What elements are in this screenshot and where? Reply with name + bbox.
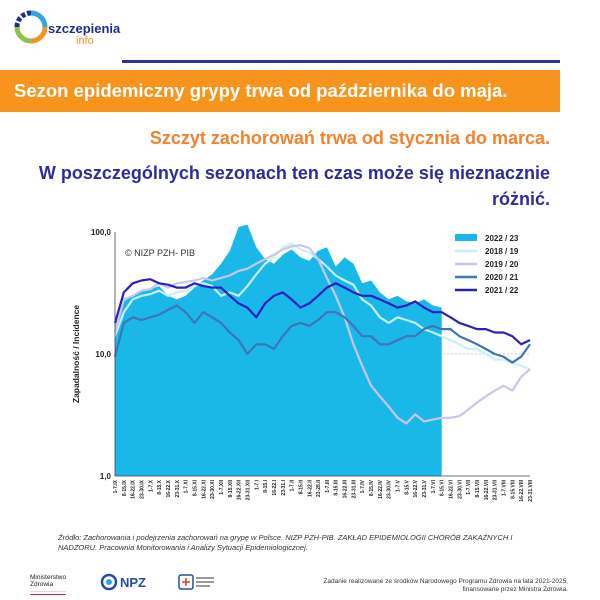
x-tick-label: 23-30.XI (210, 479, 216, 499)
x-tick-label: 1-7.VII (466, 479, 472, 494)
x-tick-label: 23-31.X (175, 479, 181, 497)
x-tick-label: 8-15.VI (440, 479, 446, 496)
x-tick-label: 1-7.III (325, 479, 331, 492)
x-tick-label: 16-22.VII (484, 479, 490, 500)
x-tick-label: 16-22.VI (449, 479, 455, 499)
ministry-flag-icon (30, 591, 66, 595)
npz-swirl-icon (100, 573, 118, 591)
x-tick-label: 8-15.XII (228, 479, 234, 497)
x-tick-label: 8-15.IV (369, 479, 375, 496)
x-tick-label: 23-31.XII (245, 479, 251, 500)
headline-text: Sezon epidemiczny grypy trwa od paździer… (14, 80, 508, 101)
legend-label: 2018 / 19 (485, 247, 519, 256)
x-tick-label: 1-7.VIII (502, 479, 508, 496)
x-tick-label: 1-7.IV (360, 479, 366, 493)
x-tick-label: 23-31.VII (493, 479, 499, 500)
x-tick-label: 16-22.IV (378, 479, 384, 499)
chart-watermark: © NIZP PZH- PIB (125, 248, 195, 258)
x-tick-label: 23-28.II (316, 479, 322, 497)
x-tick-label: 8-15.VIII (510, 479, 516, 499)
legend-swatch (455, 234, 477, 241)
series-line-202122 (113, 278, 531, 346)
x-tick-label: 23-30.VI (457, 479, 463, 499)
x-tick-label: 16-22.I (272, 479, 278, 495)
headline-banner: Sezon epidemiczny grypy trwa od paździer… (0, 70, 560, 112)
x-tick-label: 23-31.VIII (528, 479, 534, 501)
x-tick-label: 16-22.II (307, 479, 313, 497)
y-tick-label: 100,0 (91, 228, 112, 237)
x-tick-label: 23-31.III (351, 479, 357, 498)
x-tick-label: 1-7.IX (113, 479, 119, 493)
logo-ring-icon (14, 10, 48, 44)
x-tick-label: 16-22.X (166, 479, 172, 497)
x-tick-label: 8-15.V (404, 479, 410, 494)
header-divider (122, 60, 560, 63)
x-tick-label: 8-15.X (157, 479, 163, 494)
influenza-incidence-chart: 100,0 10,0 1,0 Zapadalność / Incidence 1-7.I… (71, 224, 534, 502)
series-line-202021 (113, 304, 531, 364)
npz-logo: NPZ (100, 573, 160, 593)
x-tick-label: 1-7.XII (219, 479, 225, 494)
x-tick-label: 8-15.IX (122, 479, 128, 496)
legend-label: 2022 / 23 (485, 234, 519, 243)
logo-suffix: info (76, 35, 94, 47)
y-axis-label: Zapadalność / Incidence (71, 305, 81, 404)
public-health-logo (178, 573, 218, 593)
series-line-201819 (113, 242, 531, 371)
szczepienia-logo[interactable]: szczepienia info (14, 10, 124, 52)
x-tick-label: 8-15.II (298, 479, 304, 494)
x-tick-label: 16-22.III (343, 479, 349, 498)
x-tick-label: 23-30.IV (387, 479, 393, 499)
x-tick-label: 16-22.IX (131, 479, 137, 499)
x-tick-label: 8-15.I (263, 479, 269, 492)
x-tick-label: 23-30.IX (140, 479, 146, 499)
y-tick-label: 1,0 (100, 472, 112, 481)
source-note: Źródło: Zachorowania i podejrzenia zacho… (58, 533, 513, 552)
legend-label: 2019 / 20 (485, 260, 519, 269)
funding-note: Zadanie realizowane ze środków Narodoweg… (323, 578, 568, 593)
subtitle-seasons: W poszczególnych sezonach ten czas może … (38, 163, 550, 209)
logo-name: szczepienia (48, 21, 121, 36)
y-tick-label: 10,0 (95, 350, 111, 359)
series-line-201920 (113, 244, 531, 425)
x-tick-label: 16-22.VIII (519, 479, 525, 501)
subtitle-peak: Szczyt zachorowań trwa od stycznia do ma… (149, 128, 550, 148)
x-tick-label: 8-15.III (334, 479, 340, 495)
public-health-emblem-icon (178, 574, 214, 590)
footer: Ministerstwo Zdrowia NPZ Zadanie realizo… (0, 570, 600, 600)
x-tick-label: 8-15.XI (193, 479, 199, 496)
ministry-logo-text: Ministerstwo Zdrowia (30, 574, 67, 588)
x-tick-label: 16-22.XI (201, 479, 207, 499)
x-tick-label: 1-7.X (148, 479, 154, 492)
x-tick-label: 1-7.VI (431, 479, 437, 493)
series-area-202223 (115, 224, 442, 476)
x-tick-label: 1-7.XI (184, 479, 190, 493)
legend-label: 2021 / 22 (485, 286, 519, 295)
x-tick-label: 1-7.V (396, 479, 402, 492)
x-tick-label: 23-31.I (281, 479, 287, 495)
x-tick-label: 23-31.V (422, 479, 428, 497)
x-tick-label: 16-22.V (413, 479, 419, 497)
x-tick-label: 8-15.VII (475, 479, 481, 497)
npz-label: NPZ (120, 575, 146, 590)
x-tick-label: 1-7.II (290, 479, 296, 491)
legend-label: 2020 / 21 (485, 273, 519, 282)
x-tick-label: 16-22.XII (237, 479, 243, 500)
x-tick-label: 1-7.I (254, 479, 260, 490)
